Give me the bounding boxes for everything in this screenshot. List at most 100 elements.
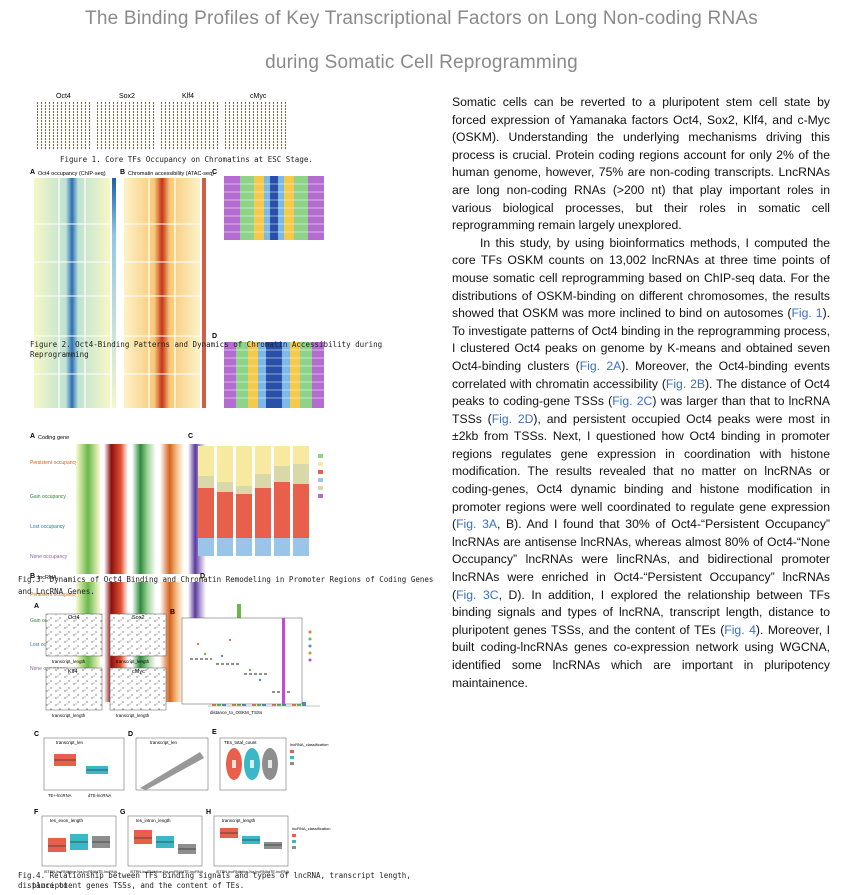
fig2-a-title: Oct4 occupancy (ChIP-seq) [38, 171, 106, 177]
fig4-f-xlabel-3: dTE-lncRNA [96, 870, 118, 874]
ref-fig2d[interactable]: Fig. 2D [491, 411, 534, 426]
fig4-h-title: transcript_length [222, 818, 256, 823]
fig1-panel-sox2 [97, 102, 155, 150]
figure-2: A Oct4 occupancy (ChIP-seq) B Chromatin … [30, 169, 324, 408]
fig1-label-cmyc: cMyc [250, 93, 267, 100]
fig4-f-boxplot: tes_exon_length lSTRN-lncRNA ntive-Na-ln… [41, 815, 118, 874]
fig4-c-title: transcript_len [56, 740, 84, 745]
fig4-label-b: B [170, 609, 175, 616]
fig3-a-group-2: Gain occupancy [30, 494, 66, 500]
ref-fig2b[interactable]: Fig. 2B [665, 376, 705, 391]
fig4-h-legend: lncRNA_classification [292, 826, 330, 849]
fig4-h-xlabel-2: ntive-Na-lncRNA [240, 870, 269, 874]
fig4-a-xlabel-2: transcript_length [116, 659, 150, 664]
fig1-caption: Figure 1. Core TFs Occupancy on Chromati… [60, 155, 313, 164]
fig3-b-group-1: Persistent occupancy (1097) [30, 592, 94, 598]
fig4-g-xlabel-3: dTE-lncRNA [182, 870, 204, 874]
poster-title-line1: The Binding Profiles of Key Transcriptio… [85, 8, 758, 29]
fig4-g-title: tes_intron_length [136, 818, 171, 823]
fig4-f-xlabel-2: ntive-Na-lncRNA [68, 870, 97, 874]
fig4-a-panel-klf4: Klf4 [68, 669, 77, 675]
fig4-a-panel-sox2: Sox2 [132, 615, 145, 621]
fig4-g-xlabel-2: ntive-Na-lncRNA [154, 870, 183, 874]
fig4-e-legend-title: lncRNA_classification [290, 742, 328, 747]
fig4-c-xlabel-1: TE+-lncRNA [48, 793, 72, 798]
fig4-label-c: C [34, 731, 39, 738]
fig2-label-d: D [212, 333, 217, 340]
fig3-label-a: A [30, 433, 35, 440]
fig4-e-violin: TEs_total_count [219, 737, 287, 791]
figures-column: Oct4 Sox2 Klf4 cMyc A Oct4 occupancy (Ch… [0, 84, 440, 890]
fig4-label-d: D [128, 731, 133, 738]
fig4-a-xlabel-3: transcript_length [52, 713, 86, 718]
ref-fig1[interactable]: Fig. 1 [791, 306, 823, 321]
figures-canvas: Oct4 Sox2 Klf4 cMyc A Oct4 occupancy (Ch… [28, 90, 330, 874]
figure-4: A Oct4 Sox2 transcript_length transcript… [34, 603, 330, 874]
fig4-caption-line1: Fig.4. Relationship between TFs binding … [18, 871, 411, 890]
fig1-label-oct4: Oct4 [56, 93, 71, 100]
fig3-label-d: D [200, 573, 205, 580]
fig4-label-h: H [206, 809, 211, 816]
fig4-g-boxplot: tes_intron_length lSTRN-lncRNA ntive-Na-… [127, 815, 204, 874]
ref-fig3a[interactable]: Fig. 3A [456, 517, 497, 532]
fig1-panel-oct4 [34, 102, 92, 150]
fig4-d-title: transcript_len [150, 740, 178, 745]
fig4-e-legend: lncRNA_classification [290, 742, 328, 765]
fig3-b-title: lncRNA [38, 575, 57, 581]
ref-fig3c[interactable]: Fig. 3C [456, 587, 499, 602]
fig3-c-stacked-bars [198, 446, 309, 556]
fig1-panel-cmyc [223, 102, 289, 150]
fig3-a-group-1: Persistent occupancy [30, 460, 78, 466]
fig4-label-f: F [34, 809, 39, 816]
fig4-e-title: TEs_total_count [224, 740, 257, 745]
fig4-c-xlabel-2: dTE-lncRNA [88, 793, 111, 798]
paragraph-1: Somatic cells can be reverted to a pluri… [452, 95, 830, 233]
fig4-f-xlabel-1: lSTRN-lncRNA [44, 870, 70, 874]
ref-fig2a[interactable]: Fig. 2A [579, 358, 622, 373]
fig1-panel-klf4 [160, 102, 218, 150]
fig3-a-title: Coding gene [38, 435, 69, 441]
fig3-caption-line2: and LncRNA Genes. [18, 587, 95, 596]
fig2-c-stacked-bars [224, 176, 324, 240]
fig4-g-xlabel-1: lSTRN-lncRNA [130, 870, 156, 874]
fig3-a-group-4: None occupancy [30, 554, 68, 560]
fig4-a-panel-cmyc: cMyc [132, 669, 145, 675]
fig1-label-klf4: Klf4 [182, 93, 194, 100]
fig4-b-scatter: distance_to_OSKM_TSSs [181, 617, 303, 715]
fig2-label-a: A [30, 169, 35, 176]
fig4-b-legend [308, 630, 312, 662]
fig2-label-c: C [212, 169, 217, 176]
fig2-d-stacked-bars [224, 342, 324, 408]
ref-fig4[interactable]: Fig. 4 [724, 622, 756, 637]
fig1-label-sox2: Sox2 [119, 93, 135, 100]
fig4-h-xlabel-1: lSTRN-lncRNA [216, 870, 242, 874]
fig3-label-b: B [30, 573, 35, 580]
fig4-h-xlabel-3: dTE-lncRNA [268, 870, 290, 874]
abstract-text: Somatic cells can be reverted to a pluri… [452, 94, 830, 692]
ref-fig2c[interactable]: Fig. 2C [612, 394, 653, 409]
fig4-label-a: A [34, 603, 39, 610]
fig3-a-group-3: Lost occupancy [30, 524, 65, 530]
fig4-label-g: G [120, 809, 126, 816]
fig4-h-legend-title: lncRNA_classification [292, 826, 330, 831]
poster-title-line2: during Somatic Cell Reprogramming [265, 52, 578, 73]
figure-1: Oct4 Sox2 Klf4 cMyc [28, 90, 298, 150]
fig4-h-boxplot: transcript_length lSTRN-lncRNA ntive-Na-… [213, 815, 290, 874]
fig3-caption-line1: Fig.3. Dynamics of Oct4 Binding and Chro… [18, 575, 434, 584]
fig2-label-b: B [120, 169, 125, 176]
fig2-a-heatmap [34, 178, 110, 408]
fig4-b-xlabel: distance_to_OSKM_TSSs [210, 710, 263, 715]
paragraph-2: In this study, by using bioinformatics m… [452, 235, 831, 690]
fig3-c-legend [318, 454, 323, 498]
fig4-a-xlabel-4: transcript_length [116, 713, 150, 718]
fig4-f-title: tes_exon_length [50, 818, 84, 823]
fig4-label-e: E [212, 729, 217, 736]
fig3-label-c: C [188, 433, 193, 440]
fig4-c-boxplot: transcript_len TE+-lncRNA dTE-lncRNA [43, 737, 125, 798]
fig4-a-panel-oct4: Oct4 [68, 615, 80, 621]
fig4-a-xlabel-1: transcript_length [52, 659, 86, 664]
fig2-b-title: Chromatin accessibility (ATAC-seq) [128, 171, 214, 177]
fig2-b-heatmap [124, 178, 200, 408]
fig4-d-scatter: transcript_len [135, 737, 209, 791]
fig4-caption-line2: pluripotent genes TSSs, and the content … [32, 881, 245, 890]
